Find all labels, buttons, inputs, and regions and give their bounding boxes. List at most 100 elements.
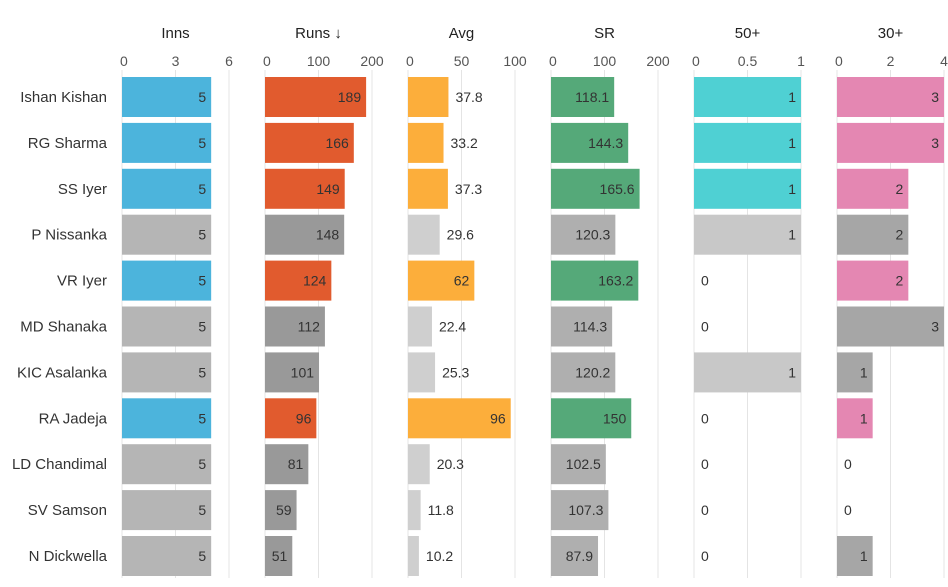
bar-avg-p-nissanka [408,214,440,255]
bar-sr-kic-asalanka [551,352,616,393]
bar-avg-ishan-kishan [408,77,449,117]
bar-runs-p-nissanka [265,214,345,255]
bar-avg-ld-chandimal [408,444,430,485]
value-label-50-sv-samson: 0 [701,502,709,518]
value-label-sr-ishan-kishan: 118.1 [575,89,609,105]
tick-label-inns-1: 3 [172,53,180,69]
value-label-inns-ra-jadeja: 5 [198,410,206,426]
bar-sr-ld-chandimal [551,444,606,485]
bar-avg-md-shanaka [408,306,432,347]
value-label-inns-vr-iyer: 5 [198,273,206,289]
value-label-avg-ld-chandimal: 20.3 [437,456,464,472]
value-label-sr-rg-sharma: 144.3 [588,135,623,151]
bar-30-p-nissanka [837,214,909,255]
bar-sr-p-nissanka [551,214,616,255]
player-name-sv-samson: SV Samson [28,502,107,519]
value-label-avg-ss-iyer: 37.3 [455,181,482,197]
bar-runs-ishan-kishan [265,77,367,117]
value-label-30-vr-iyer: 2 [896,273,904,289]
header-runs: Runs ↓ [295,25,342,42]
value-label-30-n-dickwella: 1 [860,548,868,564]
bar-30-md-shanaka [837,306,944,347]
player-name-ss-iyer: SS Iyer [58,181,107,198]
tick-label-50-2: 1 [797,53,805,69]
value-label-avg-kic-asalanka: 25.3 [442,364,469,380]
value-label-runs-md-shanaka: 112 [298,319,321,335]
bar-avg-ra-jadeja [408,398,511,439]
bar-30-ishan-kishan [837,77,944,117]
player-name-n-dickwella: N Dickwella [29,548,108,565]
value-label-inns-n-dickwella: 5 [198,548,206,564]
bar-sr-sv-samson [551,490,609,531]
value-label-30-kic-asalanka: 1 [860,364,868,380]
tick-label-runs-2: 200 [360,53,384,69]
value-label-30-ishan-kishan: 3 [931,89,939,105]
bar-sr-rg-sharma [551,122,629,163]
value-label-avg-ra-jadeja: 96 [490,410,506,426]
bar-sr-ss-iyer [551,168,640,209]
value-label-inns-ishan-kishan: 5 [198,89,206,105]
bar-runs-vr-iyer [265,260,332,301]
value-label-50-ra-jadeja: 0 [701,410,709,426]
bar-inns-n-dickwella [122,536,212,576]
bar-runs-sv-samson [265,490,297,531]
value-label-50-rg-sharma: 1 [788,135,796,151]
bar-inns-ra-jadeja [122,398,212,439]
tick-label-30-0: 0 [835,53,843,69]
header-avg: Avg [449,25,475,42]
value-label-50-md-shanaka: 0 [701,319,709,335]
value-label-runs-p-nissanka: 148 [316,227,340,243]
bar-inns-p-nissanka [122,214,212,255]
bar-avg-sv-samson [408,490,421,531]
value-label-runs-rg-sharma: 166 [325,135,349,151]
value-label-50-vr-iyer: 0 [701,273,709,289]
bar-runs-ss-iyer [265,168,345,209]
value-label-50-ss-iyer: 1 [788,181,796,197]
value-label-inns-ss-iyer: 5 [198,181,206,197]
tick-label-avg-1: 50 [454,53,470,69]
value-label-runs-ss-iyer: 149 [316,181,340,197]
tick-label-50-1: 0.5 [738,53,758,69]
bar-sr-ra-jadeja [551,398,632,439]
bar-inns-md-shanaka [122,306,212,347]
value-label-sr-kic-asalanka: 120.2 [575,364,610,380]
value-label-runs-n-dickwella: 51 [272,548,288,564]
player-name-vr-iyer: VR Iyer [57,273,107,290]
value-label-runs-ra-jadeja: 96 [296,410,312,426]
value-label-runs-kic-asalanka: 101 [291,364,315,380]
bar-30-ss-iyer [837,168,909,209]
tick-label-30-2: 4 [940,53,948,69]
tick-label-avg-0: 0 [406,53,414,69]
bar-30-n-dickwella [837,536,873,576]
value-label-30-p-nissanka: 2 [896,227,904,243]
value-label-50-p-nissanka: 1 [788,227,796,243]
value-label-30-md-shanaka: 3 [931,319,939,335]
value-label-sr-n-dickwella: 87.9 [566,548,593,564]
tick-label-inns-0: 0 [120,53,128,69]
bar-sr-ishan-kishan [551,77,615,117]
bar-inns-ishan-kishan [122,77,212,117]
value-label-inns-md-shanaka: 5 [198,319,206,335]
value-label-sr-vr-iyer: 163.2 [598,273,633,289]
value-label-runs-ishan-kishan: 189 [338,89,362,105]
value-label-runs-vr-iyer: 124 [303,273,327,289]
bar-sr-md-shanaka [551,306,613,347]
tick-label-50-0: 0 [692,53,700,69]
bar-runs-rg-sharma [265,122,354,163]
player-name-ishan-kishan: Ishan Kishan [20,89,107,106]
bar-runs-ra-jadeja [265,398,317,439]
value-label-inns-kic-asalanka: 5 [198,364,206,380]
tick-label-sr-0: 0 [549,53,557,69]
value-label-avg-rg-sharma: 33.2 [451,135,478,151]
bar-sr-n-dickwella [551,536,599,576]
player-name-ra-jadeja: RA Jadeja [39,410,108,427]
bar-avg-kic-asalanka [408,352,436,393]
value-label-sr-ra-jadeja: 150 [603,410,627,426]
bar-30-rg-sharma [837,122,944,163]
tick-label-runs-0: 0 [263,53,271,69]
bar-sr-vr-iyer [551,260,639,301]
value-label-30-ld-chandimal: 0 [844,456,852,472]
bar-50-p-nissanka [694,214,801,255]
bar-runs-md-shanaka [265,306,325,347]
